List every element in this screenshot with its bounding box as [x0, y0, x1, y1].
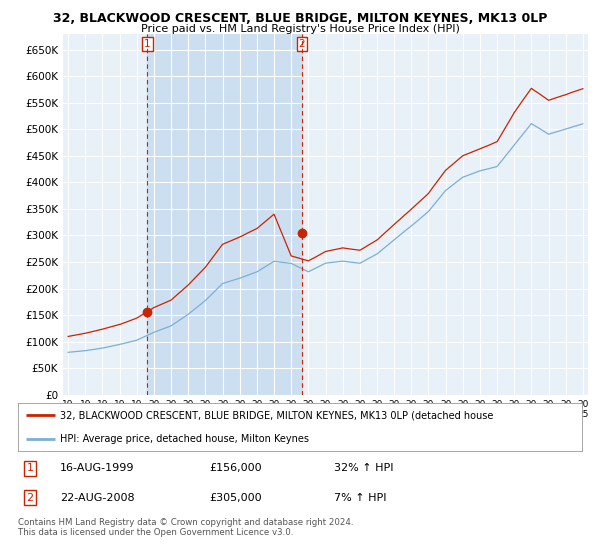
Text: £156,000: £156,000 [210, 463, 262, 473]
Text: 2: 2 [26, 493, 34, 503]
Text: 7% ↑ HPI: 7% ↑ HPI [334, 493, 386, 503]
Text: £305,000: £305,000 [210, 493, 262, 503]
Bar [148, 34, 302, 395]
Text: HPI: Average price, detached house, Milton Keynes: HPI: Average price, detached house, Milt… [60, 434, 310, 444]
Text: 32, BLACKWOOD CRESCENT, BLUE BRIDGE, MILTON KEYNES, MK13 0LP (detached house: 32, BLACKWOOD CRESCENT, BLUE BRIDGE, MIL… [60, 410, 494, 420]
Text: 22-AUG-2008: 22-AUG-2008 [60, 493, 135, 503]
Text: 16-AUG-1999: 16-AUG-1999 [60, 463, 135, 473]
Text: Contains HM Land Registry data © Crown copyright and database right 2024.
This d: Contains HM Land Registry data © Crown c… [18, 518, 353, 538]
Text: 1: 1 [26, 463, 34, 473]
Text: 2: 2 [299, 39, 305, 49]
Text: 1: 1 [144, 39, 151, 49]
Text: 32% ↑ HPI: 32% ↑ HPI [334, 463, 394, 473]
Text: Price paid vs. HM Land Registry's House Price Index (HPI): Price paid vs. HM Land Registry's House … [140, 24, 460, 34]
Text: 32, BLACKWOOD CRESCENT, BLUE BRIDGE, MILTON KEYNES, MK13 0LP: 32, BLACKWOOD CRESCENT, BLUE BRIDGE, MIL… [53, 12, 547, 25]
